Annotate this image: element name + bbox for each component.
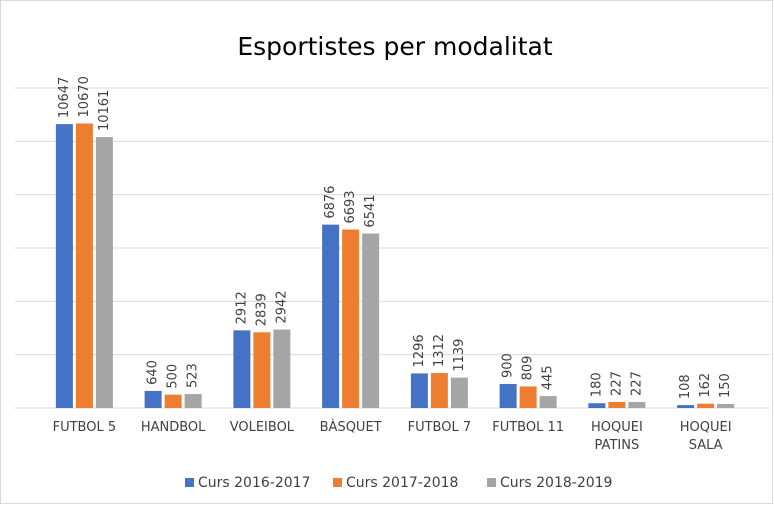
x-tick-label: VOLEIBOL bbox=[229, 420, 295, 435]
bar bbox=[233, 330, 251, 408]
bar bbox=[697, 403, 715, 408]
data-label: 445 bbox=[541, 365, 556, 390]
data-label: 6541 bbox=[363, 194, 378, 227]
legend-swatch bbox=[333, 478, 342, 487]
legend-label: Curs 2017-2018 bbox=[346, 475, 458, 491]
x-tick-label: FUTBOL 5 bbox=[52, 420, 117, 435]
data-label: 900 bbox=[501, 353, 516, 378]
bar bbox=[430, 373, 448, 408]
data-label: 227 bbox=[629, 371, 644, 396]
data-label: 2839 bbox=[254, 293, 269, 326]
data-label: 10161 bbox=[97, 90, 112, 131]
x-tick-label: HOQUEI SALA bbox=[679, 420, 732, 453]
bar bbox=[588, 403, 606, 408]
data-label: 1312 bbox=[432, 334, 447, 367]
bar bbox=[539, 396, 557, 408]
data-label: 523 bbox=[186, 363, 201, 388]
bar bbox=[628, 401, 646, 408]
bar bbox=[322, 224, 340, 408]
bar bbox=[362, 233, 380, 408]
bar bbox=[273, 329, 291, 408]
data-label: 640 bbox=[146, 360, 161, 385]
legend-swatch bbox=[487, 478, 496, 487]
x-tick-label: FUTBOL 11 bbox=[492, 420, 565, 435]
legend-label: Curs 2016-2017 bbox=[198, 475, 310, 491]
bar bbox=[95, 137, 113, 409]
bar bbox=[144, 390, 162, 408]
data-label: 500 bbox=[166, 364, 181, 389]
data-label: 6876 bbox=[323, 186, 338, 219]
data-label: 6693 bbox=[343, 190, 358, 223]
x-tick-label: FUTBOL 7 bbox=[407, 420, 472, 435]
data-label: 2942 bbox=[274, 290, 289, 323]
bar bbox=[164, 394, 182, 408]
bar bbox=[75, 123, 93, 408]
data-label: 10647 bbox=[57, 77, 72, 118]
bar bbox=[608, 401, 626, 408]
x-tick-label: BÀSQUET bbox=[319, 420, 382, 435]
data-label: 10670 bbox=[77, 76, 92, 117]
x-tick-label: HOQUEI PATINS bbox=[590, 420, 643, 453]
bar bbox=[717, 404, 735, 408]
bar bbox=[499, 384, 517, 408]
bar bbox=[450, 377, 468, 408]
data-label: 227 bbox=[609, 371, 624, 396]
data-label: 180 bbox=[589, 372, 604, 397]
data-label: 150 bbox=[718, 373, 733, 398]
data-label: 1139 bbox=[452, 339, 467, 372]
bar bbox=[677, 405, 695, 408]
bar bbox=[253, 332, 271, 408]
data-label: 809 bbox=[521, 356, 536, 381]
data-label: 1296 bbox=[412, 334, 427, 367]
legend-swatch bbox=[185, 478, 194, 487]
bar bbox=[342, 229, 360, 408]
bar bbox=[410, 373, 428, 408]
data-label: 162 bbox=[698, 373, 713, 398]
legend-label: Curs 2018-2019 bbox=[500, 475, 612, 491]
bar bbox=[55, 124, 73, 408]
data-label: 2912 bbox=[234, 291, 249, 324]
data-label: 108 bbox=[678, 374, 693, 399]
chart-title: Esportistes per modalitat bbox=[237, 32, 553, 61]
bar bbox=[519, 386, 537, 408]
bar bbox=[184, 394, 202, 408]
x-tick-label: HANDBOL bbox=[140, 420, 206, 435]
